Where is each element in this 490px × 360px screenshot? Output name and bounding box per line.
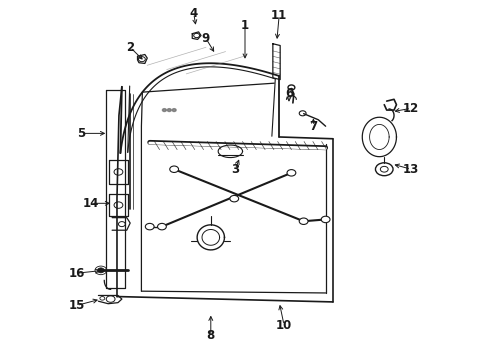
Circle shape [299,218,308,225]
Circle shape [158,224,166,230]
Text: 12: 12 [403,102,419,115]
Text: 13: 13 [403,163,419,176]
Text: 7: 7 [309,120,318,133]
Circle shape [230,195,239,202]
Circle shape [170,166,178,172]
Text: 16: 16 [68,267,85,280]
Text: 5: 5 [77,127,85,140]
Circle shape [98,268,104,273]
Text: 3: 3 [231,163,239,176]
Text: 9: 9 [202,32,210,45]
Circle shape [172,109,176,112]
Text: 14: 14 [83,197,99,210]
Text: 6: 6 [285,87,293,100]
Circle shape [162,109,166,112]
Text: 1: 1 [241,19,249,32]
Text: 4: 4 [190,7,198,20]
Circle shape [287,170,296,176]
Circle shape [146,224,154,230]
Text: 8: 8 [207,329,215,342]
Text: 15: 15 [68,299,85,312]
Text: 11: 11 [271,9,287,22]
Circle shape [321,216,330,223]
Circle shape [167,109,171,112]
Text: 2: 2 [126,41,134,54]
Text: 10: 10 [276,319,292,332]
